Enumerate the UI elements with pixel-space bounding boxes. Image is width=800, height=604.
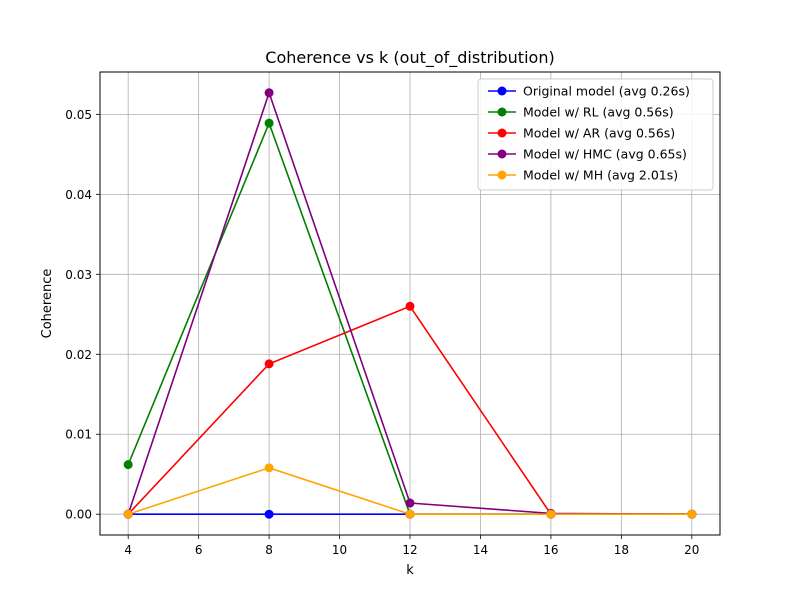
y-tick-label: 0.00 [65, 508, 92, 522]
series-layer [123, 88, 697, 519]
x-tick-label: 10 [332, 543, 347, 557]
chart-title: Coherence vs k (out_of_distribution) [265, 48, 554, 68]
x-tick-label: 8 [265, 543, 273, 557]
x-tick-label: 4 [124, 543, 132, 557]
data-point [264, 118, 274, 128]
x-axis-label: k [406, 563, 414, 578]
legend-swatch-marker [497, 107, 507, 117]
y-tick-label: 0.03 [65, 268, 92, 282]
y-tick-label: 0.05 [65, 108, 92, 122]
legend-swatch-marker [497, 149, 507, 159]
data-point [405, 301, 415, 311]
y-axis-label: Coherence [40, 269, 55, 339]
y-tick-label: 0.04 [65, 188, 92, 202]
legend-entry-label: Model w/ MH (avg 2.01s) [523, 168, 678, 183]
x-tick-label: 6 [195, 543, 203, 557]
legend-entry-label: Original model (avg 0.26s) [523, 84, 690, 99]
x-tick-label: 20 [684, 543, 699, 557]
legend-swatch-marker [497, 170, 507, 180]
data-point [264, 88, 274, 98]
legend-box [477, 78, 714, 191]
axis-ticks: 4 6 8 10 12 14 16 18 20 0.00 0.01 0.02 0.03 0.04 0.05 [65, 108, 699, 557]
y-tick-label: 0.01 [65, 428, 92, 442]
data-point [687, 509, 697, 519]
data-point [264, 509, 274, 519]
legend: Original model (avg 0.26s) Model w/ RL (a… [477, 78, 714, 191]
data-point [405, 509, 415, 519]
data-point [546, 509, 556, 519]
legend-entry-label: Model w/ HMC (avg 0.65s) [523, 147, 687, 162]
x-tick-label: 18 [614, 543, 629, 557]
data-point [264, 463, 274, 473]
x-tick-label: 12 [402, 543, 417, 557]
data-point [123, 509, 133, 519]
legend-entry-label: Model w/ AR (avg 0.56s) [523, 126, 675, 141]
y-tick-label: 0.02 [65, 348, 92, 362]
x-tick-label: 16 [543, 543, 558, 557]
data-point [264, 359, 274, 369]
series-group [123, 463, 697, 519]
legend-swatch-marker [497, 86, 507, 96]
legend-swatch-marker [497, 128, 507, 138]
data-point [123, 460, 133, 470]
legend-entry-label: Model w/ RL (avg 0.56s) [523, 105, 674, 120]
data-point [405, 498, 415, 508]
x-tick-label: 14 [473, 543, 488, 557]
